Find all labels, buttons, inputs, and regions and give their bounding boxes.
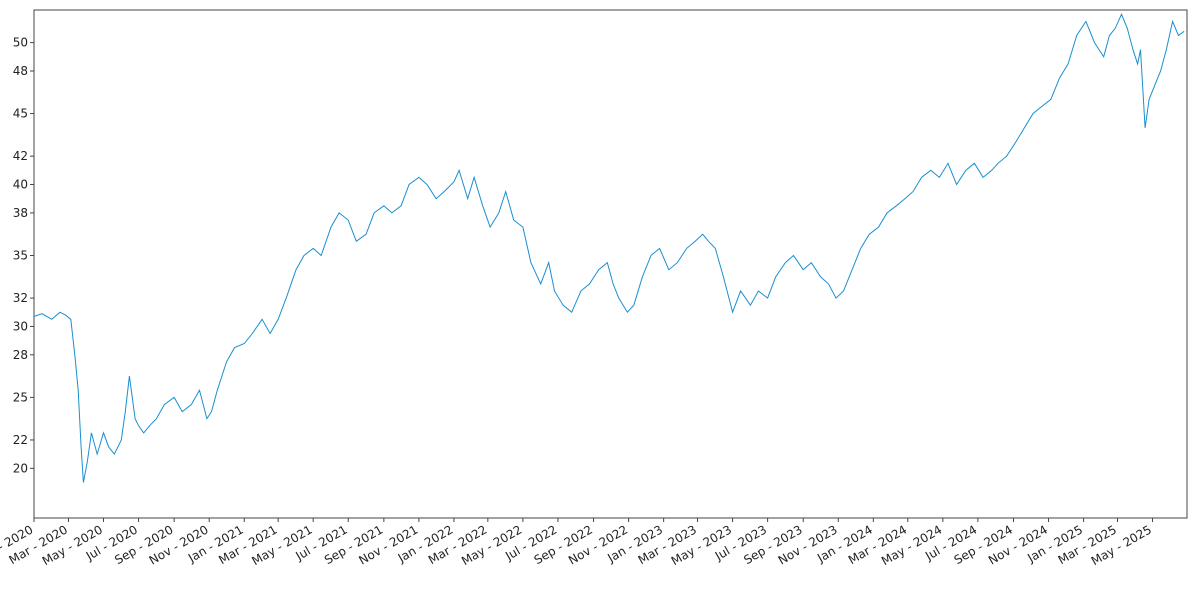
y-tick-label: 22 (13, 433, 28, 447)
y-tick-label: 38 (13, 206, 28, 220)
y-tick-label: 20 (13, 461, 28, 475)
y-tick-label: 35 (13, 248, 28, 262)
y-tick-label: 42 (13, 149, 28, 163)
y-tick-label: 30 (13, 319, 28, 333)
y-tick-label: 25 (13, 390, 28, 404)
y-tick-label: 48 (13, 64, 28, 78)
y-tick-label: 28 (13, 348, 28, 362)
y-tick-label: 45 (13, 107, 28, 121)
y-axis: 20 22 25 28 30 32 35 38 40 42 45 48 50 (13, 36, 34, 475)
y-tick-label: 40 (13, 178, 28, 192)
price-series-line (33, 13, 1185, 483)
y-tick-label: 32 (13, 291, 28, 305)
y-tick-label: 50 (13, 36, 28, 50)
plot-frame (33, 9, 1188, 519)
